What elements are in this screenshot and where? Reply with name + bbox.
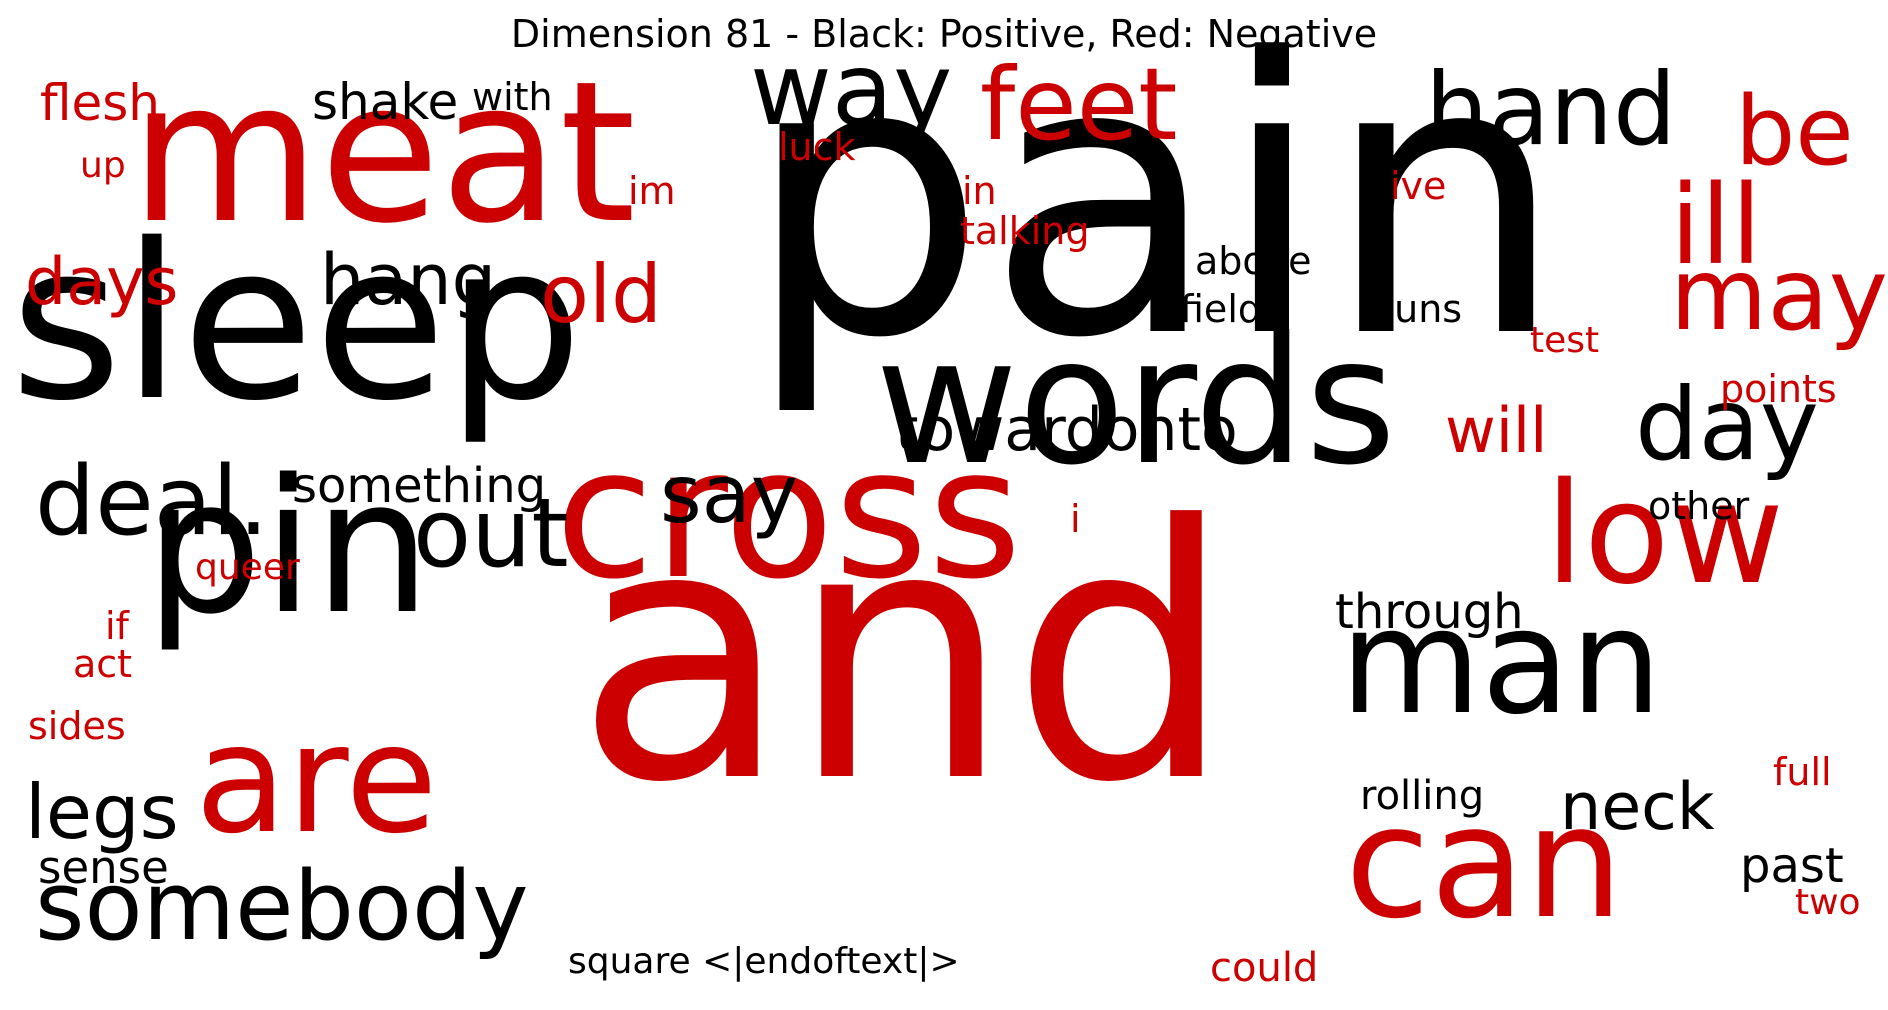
word-positive: neck xyxy=(1560,770,1715,845)
word-positive: legs xyxy=(25,768,179,856)
word-positive: something xyxy=(292,458,547,514)
word-positive: field xyxy=(1180,287,1262,331)
word-negative: ive xyxy=(1390,164,1447,208)
word-positive: pin xyxy=(145,439,432,655)
word-negative: ill xyxy=(1670,161,1762,289)
word-positive: guns xyxy=(1370,287,1463,331)
word-negative: low xyxy=(1545,453,1785,616)
word-negative: and xyxy=(575,451,1234,859)
word-negative: two xyxy=(1795,882,1861,923)
figure-title: Dimension 81 - Black: Positive, Red: Neg… xyxy=(510,12,1378,56)
word-positive: man xyxy=(1340,578,1663,747)
word-positive: somebody xyxy=(35,852,529,962)
word-negative: can xyxy=(1345,772,1624,953)
word-negative: feet xyxy=(980,46,1178,163)
word-negative: points xyxy=(1720,367,1837,411)
word-negative: be xyxy=(1735,77,1854,187)
word-negative: in xyxy=(962,169,997,213)
word-negative: old xyxy=(540,248,662,341)
word-negative: sides xyxy=(28,704,126,748)
word-positive: hand xyxy=(1425,51,1677,168)
word-positive: with xyxy=(472,75,553,119)
word-positive: pain xyxy=(745,0,1566,421)
word-positive: towardonto xyxy=(895,395,1238,465)
word-negative: days xyxy=(25,245,179,320)
word-positive: out xyxy=(413,479,569,589)
word-negative: i xyxy=(1070,497,1081,541)
word-negative: full xyxy=(1773,750,1832,794)
word-negative: flesh xyxy=(40,74,160,132)
word-negative: may xyxy=(1670,236,1888,353)
word-positive: day xyxy=(1635,366,1819,483)
word-negative: if xyxy=(105,604,129,648)
word-negative: talking xyxy=(960,209,1090,253)
word-positive: deal. xyxy=(35,447,269,557)
word-positive: words xyxy=(875,301,1397,504)
word-negative: queer xyxy=(195,547,300,588)
word-positive: shake xyxy=(312,73,459,131)
word-positive: hang xyxy=(320,239,497,321)
word-positive: other xyxy=(1648,484,1750,528)
word-positive: past xyxy=(1740,838,1844,894)
word-negative: could xyxy=(1210,945,1319,991)
word-positive: rolling xyxy=(1360,773,1485,819)
word-negative: act xyxy=(73,642,133,686)
word-negative: im xyxy=(628,169,676,213)
word-positive: through xyxy=(1335,584,1524,640)
word-negative: luck xyxy=(778,125,856,169)
word-positive: sleep xyxy=(10,197,583,448)
word-negative: cross xyxy=(555,410,1022,619)
word-negative: will xyxy=(1445,394,1548,467)
word-positive: above xyxy=(1195,239,1312,283)
word-positive: say xyxy=(660,448,799,541)
word-positive: way xyxy=(750,31,953,148)
word-negative: are xyxy=(195,693,438,867)
word-negative: up xyxy=(80,145,126,186)
word-positive: sense xyxy=(38,841,169,894)
word-positive: square <|endoftext|> xyxy=(568,941,960,982)
word-negative: meat xyxy=(130,39,636,266)
word-negative: test xyxy=(1530,320,1600,361)
